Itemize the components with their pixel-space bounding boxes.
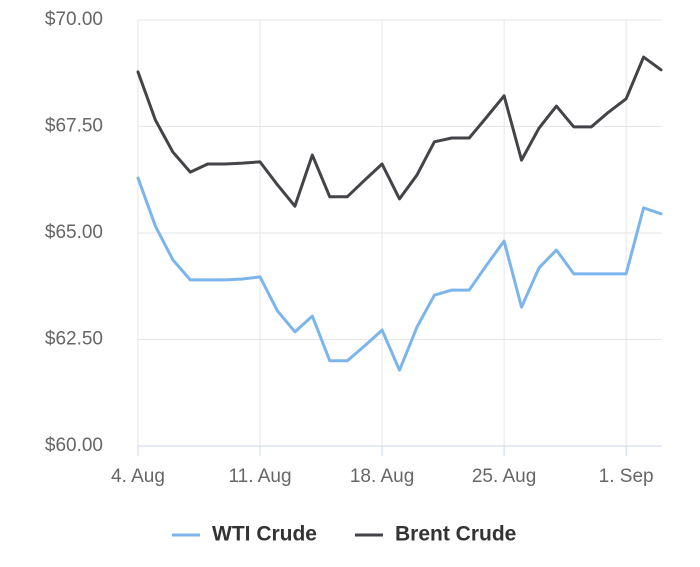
series-line bbox=[136, 176, 663, 372]
legend-label: WTI Crude bbox=[212, 523, 317, 546]
y-tick-label: $60.00 bbox=[45, 435, 103, 456]
x-tick-label: 1. Sep bbox=[599, 466, 654, 487]
y-tick-label: $70.00 bbox=[45, 9, 103, 30]
x-tick-label: 25. Aug bbox=[472, 466, 536, 487]
y-tick-label: $62.50 bbox=[45, 329, 103, 350]
x-tick-label: 4. Aug bbox=[111, 466, 165, 487]
series-line bbox=[136, 55, 663, 208]
x-tick-label: 18. Aug bbox=[350, 466, 414, 487]
y-tick-label: $65.00 bbox=[45, 222, 103, 243]
legend-label: Brent Crude bbox=[395, 523, 516, 546]
x-tick-label: 11. Aug bbox=[229, 466, 292, 487]
y-tick-label: $67.50 bbox=[45, 116, 103, 137]
